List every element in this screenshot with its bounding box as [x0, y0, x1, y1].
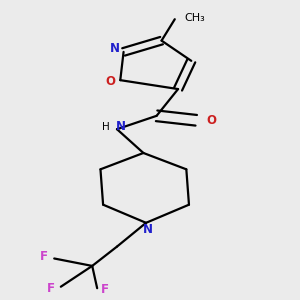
- Text: O: O: [207, 114, 217, 127]
- Text: N: N: [110, 42, 120, 56]
- Text: O: O: [105, 75, 116, 88]
- Text: F: F: [40, 250, 48, 263]
- Text: F: F: [47, 282, 55, 295]
- Text: H: H: [102, 122, 110, 132]
- Text: F: F: [100, 283, 109, 296]
- Text: N: N: [116, 120, 126, 133]
- Text: N: N: [143, 224, 153, 236]
- Text: CH₃: CH₃: [184, 13, 205, 23]
